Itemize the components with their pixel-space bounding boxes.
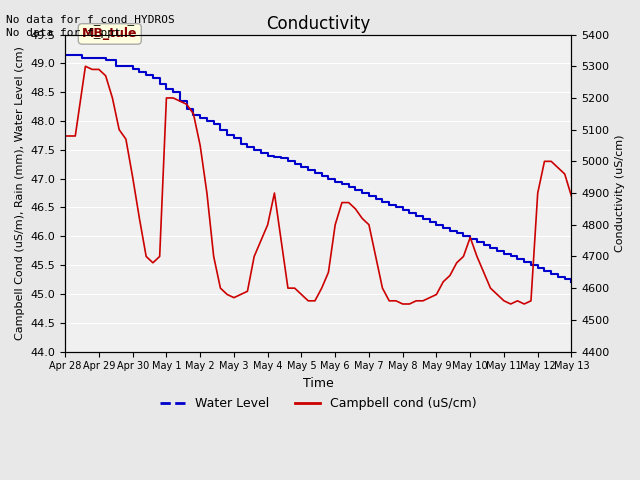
Text: MB_tule: MB_tule: [82, 27, 138, 40]
Text: No data for f_cond_HYDROS
No data for f_ppt: No data for f_cond_HYDROS No data for f_…: [6, 14, 175, 38]
Y-axis label: Campbell Cond (uS/m), Rain (mm), Water Level (cm): Campbell Cond (uS/m), Rain (mm), Water L…: [15, 46, 25, 340]
Legend: Water Level, Campbell cond (uS/cm): Water Level, Campbell cond (uS/cm): [156, 392, 481, 415]
X-axis label: Time: Time: [303, 377, 333, 390]
Y-axis label: Conductivity (uS/cm): Conductivity (uS/cm): [615, 134, 625, 252]
Title: Conductivity: Conductivity: [266, 15, 371, 33]
